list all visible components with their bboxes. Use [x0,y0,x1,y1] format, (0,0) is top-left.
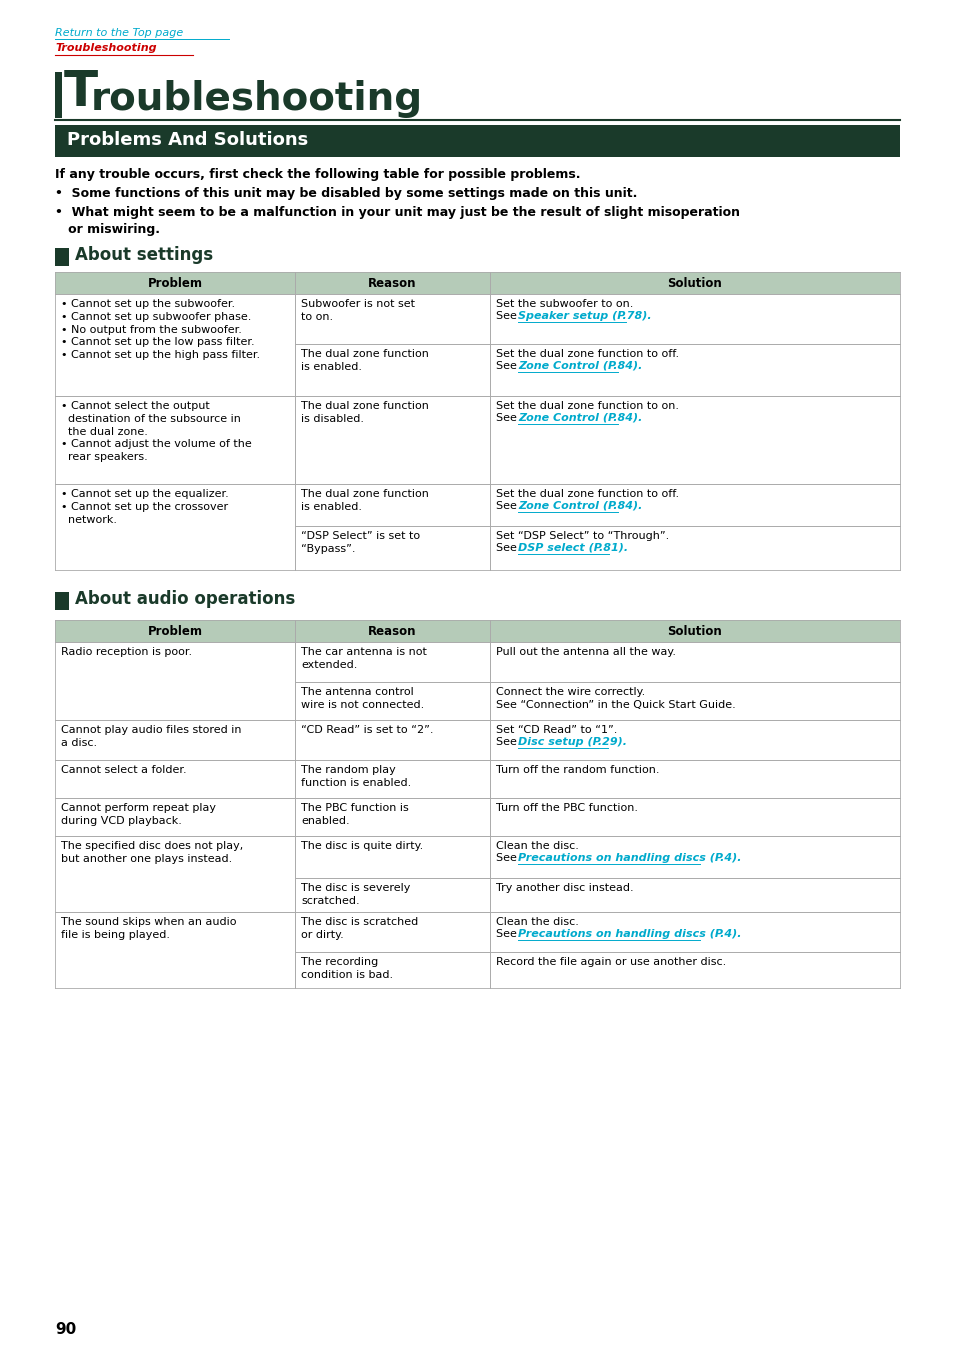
Text: The dual zone function
is enabled.: The dual zone function is enabled. [301,489,429,512]
Text: Set “DSP Select” to “Through”.: Set “DSP Select” to “Through”. [496,531,669,542]
Text: About settings: About settings [75,246,213,264]
Text: Cannot select a folder.: Cannot select a folder. [61,765,187,774]
Bar [490,272,899,294]
Text: Zone Control (P.84).: Zone Control (P.84). [517,501,641,510]
Bar [55,72,62,118]
Text: Zone Control (P.84).: Zone Control (P.84). [517,362,641,371]
Text: Set the dual zone function to off.: Set the dual zone function to off. [496,489,679,500]
Text: The random play
function is enabled.: The random play function is enabled. [301,765,411,788]
Text: The specified disc does not play,
but another one plays instead.: The specified disc does not play, but an… [61,841,243,864]
Text: Reason: Reason [368,626,416,638]
Text: •  Some functions of this unit may be disabled by some settings made on this uni: • Some functions of this unit may be dis… [55,187,637,200]
Text: Return to the Top page: Return to the Top page [55,28,183,38]
Bar [55,272,294,294]
Text: Set “CD Read” to “1”.: Set “CD Read” to “1”. [496,724,617,735]
Text: Set the dual zone function to off.: Set the dual zone function to off. [496,349,679,359]
Text: “CD Read” is set to “2”.: “CD Read” is set to “2”. [301,724,433,735]
Text: Disc setup (P.29).: Disc setup (P.29). [517,737,626,747]
Text: Pull out the antenna all the way.: Pull out the antenna all the way. [496,647,676,657]
Text: “DSP Select” is set to
“Bypass”.: “DSP Select” is set to “Bypass”. [301,531,419,554]
Text: See: See [496,853,519,862]
Text: T: T [64,68,98,116]
Text: 90: 90 [55,1322,76,1336]
Text: Radio reception is poor.: Radio reception is poor. [61,647,192,657]
Text: Record the file again or use another disc.: Record the file again or use another dis… [496,957,725,967]
Text: Try another disc instead.: Try another disc instead. [496,883,633,894]
Text: See: See [496,413,519,422]
Text: Problems And Solutions: Problems And Solutions [67,131,308,149]
Text: About audio operations: About audio operations [75,590,294,608]
Text: • Cannot set up the equalizer.
• Cannot set up the crossover
  network.: • Cannot set up the equalizer. • Cannot … [61,489,229,524]
Text: The disc is quite dirty.: The disc is quite dirty. [301,841,423,852]
Text: Problem: Problem [148,626,202,638]
Text: The PBC function is
enabled.: The PBC function is enabled. [301,803,408,826]
Text: Set the subwoofer to on.: Set the subwoofer to on. [496,299,633,309]
Text: See: See [496,737,519,747]
Text: Troubleshooting: Troubleshooting [55,43,156,53]
Text: Turn off the PBC function.: Turn off the PBC function. [496,803,638,812]
Text: Cannot perform repeat play
during VCD playback.: Cannot perform repeat play during VCD pl… [61,803,215,826]
Text: Zone Control (P.84).: Zone Control (P.84). [517,413,641,422]
Text: Solution: Solution [667,278,721,290]
Text: The antenna control
wire is not connected.: The antenna control wire is not connecte… [301,686,424,709]
Text: The disc is severely
scratched.: The disc is severely scratched. [301,883,410,906]
Text: •  What might seem to be a malfunction in your unit may just be the result of sl: • What might seem to be a malfunction in… [55,206,740,236]
Text: Precautions on handling discs (P.4).: Precautions on handling discs (P.4). [517,853,740,862]
Text: The car antenna is not
extended.: The car antenna is not extended. [301,647,426,670]
Bar [55,248,69,265]
Text: The sound skips when an audio
file is being played.: The sound skips when an audio file is be… [61,917,236,940]
Text: Precautions on handling discs (P.4).: Precautions on handling discs (P.4). [517,929,740,940]
Text: See: See [496,311,519,321]
Text: Connect the wire correctly.
See “Connection” in the Quick Start Guide.: Connect the wire correctly. See “Connect… [496,686,735,709]
Text: Set the dual zone function to on.: Set the dual zone function to on. [496,401,679,412]
Text: Cannot play audio files stored in
a disc.: Cannot play audio files stored in a disc… [61,724,241,747]
Text: See: See [496,501,519,510]
Bar [55,592,69,611]
Bar [490,620,899,642]
Text: • Cannot select the output
  destination of the subsource in
  the dual zone.
• : • Cannot select the output destination o… [61,401,252,462]
Text: If any trouble occurs, first check the following table for possible problems.: If any trouble occurs, first check the f… [55,168,579,181]
Text: Speaker setup (P.78).: Speaker setup (P.78). [517,311,651,321]
Text: Subwoofer is not set
to on.: Subwoofer is not set to on. [301,299,415,322]
Text: See: See [496,929,519,940]
Bar [294,620,490,642]
Text: See: See [496,362,519,371]
Text: Clean the disc.: Clean the disc. [496,841,578,852]
Text: Reason: Reason [368,278,416,290]
Text: Problem: Problem [148,278,202,290]
Text: roubleshooting: roubleshooting [91,80,423,118]
Text: Solution: Solution [667,626,721,638]
Bar [55,620,294,642]
Text: Turn off the random function.: Turn off the random function. [496,765,659,774]
Text: • Cannot set up the subwoofer.
• Cannot set up subwoofer phase.
• No output from: • Cannot set up the subwoofer. • Cannot … [61,299,260,360]
Text: Clean the disc.: Clean the disc. [496,917,578,927]
Text: The dual zone function
is enabled.: The dual zone function is enabled. [301,349,429,372]
Bar [55,125,899,157]
Bar [294,272,490,294]
Text: The dual zone function
is disabled.: The dual zone function is disabled. [301,401,429,424]
Text: The disc is scratched
or dirty.: The disc is scratched or dirty. [301,917,417,940]
Text: The recording
condition is bad.: The recording condition is bad. [301,957,393,980]
Text: DSP select (P.81).: DSP select (P.81). [517,543,627,552]
Text: See: See [496,543,519,552]
